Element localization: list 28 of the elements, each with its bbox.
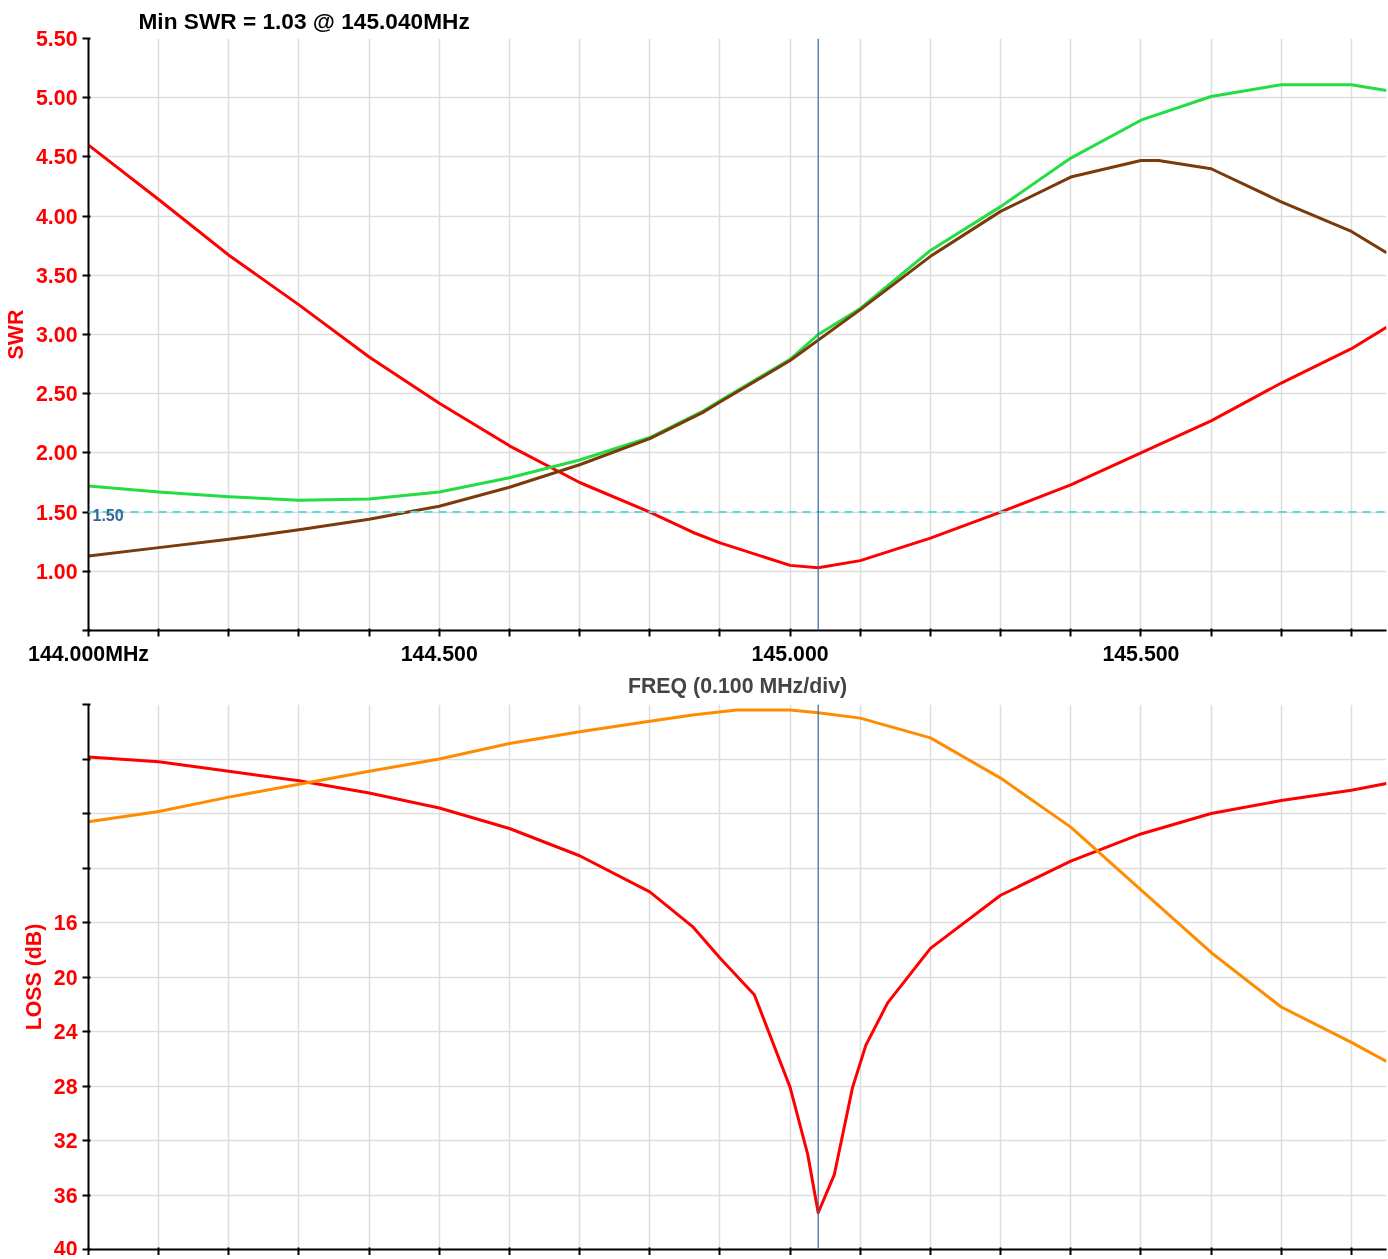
x-tick-label: 144.500 bbox=[400, 641, 478, 666]
y-tick-label: 5.00 bbox=[35, 86, 78, 111]
x-axis-title: FREQ (0.100 MHz/div) bbox=[627, 673, 848, 698]
y-tick-label: 24 bbox=[53, 1020, 78, 1044]
y-tick-label: 3.50 bbox=[35, 263, 78, 288]
y-tick-label: 16 bbox=[53, 911, 78, 935]
x-tick-label: 144.000MHz bbox=[28, 641, 149, 666]
y-tick-label: 1.50 bbox=[35, 500, 78, 525]
y-tick-label: 32 bbox=[53, 1129, 78, 1153]
y-tick-label: 40 bbox=[53, 1236, 78, 1259]
y-tick-label: 36 bbox=[53, 1183, 78, 1208]
y-axis-title: SWR bbox=[3, 309, 28, 360]
line-series bbox=[88, 708, 1387, 1063]
y-tick-label: 5.50 bbox=[35, 27, 78, 51]
y-tick-label: 2.00 bbox=[35, 441, 78, 466]
y-axis-title: LOSS (dB) bbox=[21, 923, 46, 1031]
y-tick-label: 28 bbox=[53, 1074, 78, 1099]
y-tick-label: 2.50 bbox=[35, 382, 78, 407]
chart-title: Min SWR = 1.03 @ 145.040MHz bbox=[138, 7, 470, 34]
y-tick-label: 3.00 bbox=[35, 323, 78, 347]
y-tick-label: 4.00 bbox=[35, 204, 78, 229]
y-tick-label: 20 bbox=[53, 965, 78, 990]
y-tick-label: 4.50 bbox=[35, 145, 78, 170]
ref-line-label: 1.50 bbox=[92, 507, 124, 525]
line-series bbox=[88, 755, 1387, 1215]
x-tick-label: 145.500 bbox=[1102, 641, 1180, 666]
x-tick-label: 145.000 bbox=[751, 641, 829, 666]
y-tick-label: 1.00 bbox=[35, 559, 78, 584]
